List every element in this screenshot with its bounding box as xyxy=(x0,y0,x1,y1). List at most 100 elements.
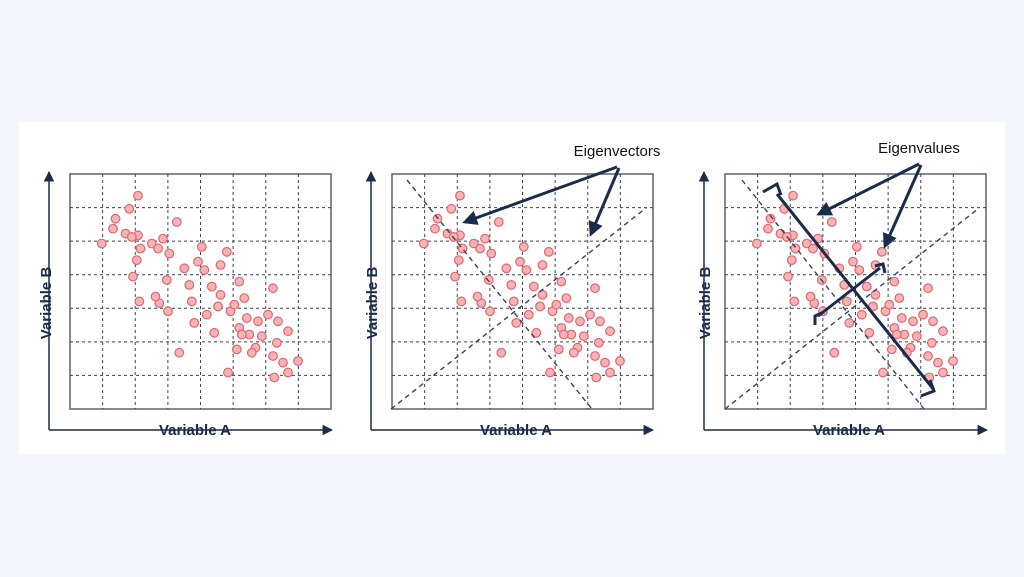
data-point xyxy=(790,243,801,254)
data-point xyxy=(269,372,280,383)
data-point xyxy=(213,301,223,312)
points-eigenvectors xyxy=(418,190,625,383)
data-point xyxy=(545,367,555,378)
data-point xyxy=(765,213,776,224)
data-point xyxy=(456,296,467,307)
axes-eigenvectors xyxy=(365,170,655,436)
data-point xyxy=(918,309,928,320)
data-point xyxy=(446,203,457,214)
data-point xyxy=(223,367,233,378)
data-point xyxy=(236,329,247,340)
data-point xyxy=(878,367,888,378)
data-point xyxy=(158,233,168,244)
data-point xyxy=(174,347,185,358)
eigenvectors-label: Eigenvectors xyxy=(574,143,661,160)
data-point xyxy=(126,231,137,242)
data-point xyxy=(150,291,161,302)
x-axis-label: Variable A xyxy=(813,422,885,439)
data-point xyxy=(231,344,242,355)
data-point xyxy=(783,271,793,282)
data-point xyxy=(268,351,278,361)
data-point xyxy=(163,306,173,317)
principal-spread-bracket-bottom xyxy=(920,379,936,398)
data-point xyxy=(253,316,263,327)
data-point xyxy=(884,299,895,310)
data-point xyxy=(841,296,852,307)
data-point xyxy=(805,291,816,302)
data-point xyxy=(493,217,504,227)
callout-arrow-2 xyxy=(883,164,923,249)
eigenvector-lines xyxy=(390,179,647,410)
data-point xyxy=(134,296,145,307)
x-axis-label: Variable A xyxy=(159,422,231,439)
y-axis-label: Variable B xyxy=(38,267,55,340)
data-point xyxy=(146,238,157,249)
data-point xyxy=(856,309,867,320)
data-point xyxy=(273,316,283,327)
data-point xyxy=(844,317,855,328)
data-point xyxy=(537,260,548,270)
data-point xyxy=(201,309,212,320)
data-point xyxy=(537,289,548,300)
data-point xyxy=(591,372,602,383)
callout-arrow-1 xyxy=(462,165,618,225)
data-point xyxy=(575,316,585,327)
data-point xyxy=(563,313,574,323)
pca-figure: Variable A Variable B Eigenvectors Varia… xyxy=(38,140,989,439)
data-point xyxy=(948,356,958,366)
data-point xyxy=(894,293,905,304)
data-point xyxy=(763,223,773,234)
x-axis-label: Variable A xyxy=(480,422,552,439)
data-point xyxy=(501,263,512,274)
data-point xyxy=(553,344,564,355)
data-point xyxy=(486,248,497,259)
data-point xyxy=(891,329,902,340)
data-point xyxy=(543,246,554,257)
secondary-spread-line xyxy=(817,266,881,318)
data-point xyxy=(531,327,542,338)
data-point xyxy=(568,347,579,358)
data-point xyxy=(184,279,195,290)
data-point xyxy=(241,313,252,323)
points-eigenvalues xyxy=(751,190,958,383)
data-point xyxy=(221,246,232,257)
secondary-spread-bracket-right xyxy=(874,262,887,274)
eigenvalue-callout: Eigenvalues xyxy=(816,140,960,249)
data-point xyxy=(263,309,273,320)
data-point xyxy=(133,190,143,201)
data-point xyxy=(751,238,762,249)
data-point xyxy=(246,347,257,358)
eigenvector-lines xyxy=(724,179,980,410)
data-point xyxy=(209,327,220,338)
data-point xyxy=(870,289,881,300)
data-point xyxy=(153,243,163,254)
data-point xyxy=(551,299,562,310)
data-point xyxy=(468,238,479,249)
data-point xyxy=(938,326,948,337)
data-point xyxy=(926,337,937,348)
data-point xyxy=(164,248,175,259)
data-point xyxy=(171,217,182,227)
data-point xyxy=(234,276,245,287)
data-point xyxy=(889,276,900,287)
data-point xyxy=(511,317,522,328)
data-point xyxy=(826,217,837,227)
data-point xyxy=(515,256,525,267)
data-point xyxy=(193,256,203,267)
data-point xyxy=(96,238,107,249)
y-axis-label: Variable B xyxy=(697,267,714,340)
data-point xyxy=(475,243,485,254)
data-point xyxy=(848,256,858,267)
data-point xyxy=(590,283,600,294)
data-point xyxy=(808,243,818,254)
data-point xyxy=(911,331,922,342)
data-point xyxy=(578,331,589,342)
data-point xyxy=(131,255,142,266)
principal-spread-bracket-top xyxy=(762,181,783,196)
panel-eigenvectors: Eigenvectors Variable A Variable B xyxy=(364,143,660,439)
data-point xyxy=(558,329,569,340)
data-point xyxy=(556,276,567,287)
data-point xyxy=(496,347,507,358)
data-point xyxy=(450,271,460,282)
data-point xyxy=(600,357,610,368)
